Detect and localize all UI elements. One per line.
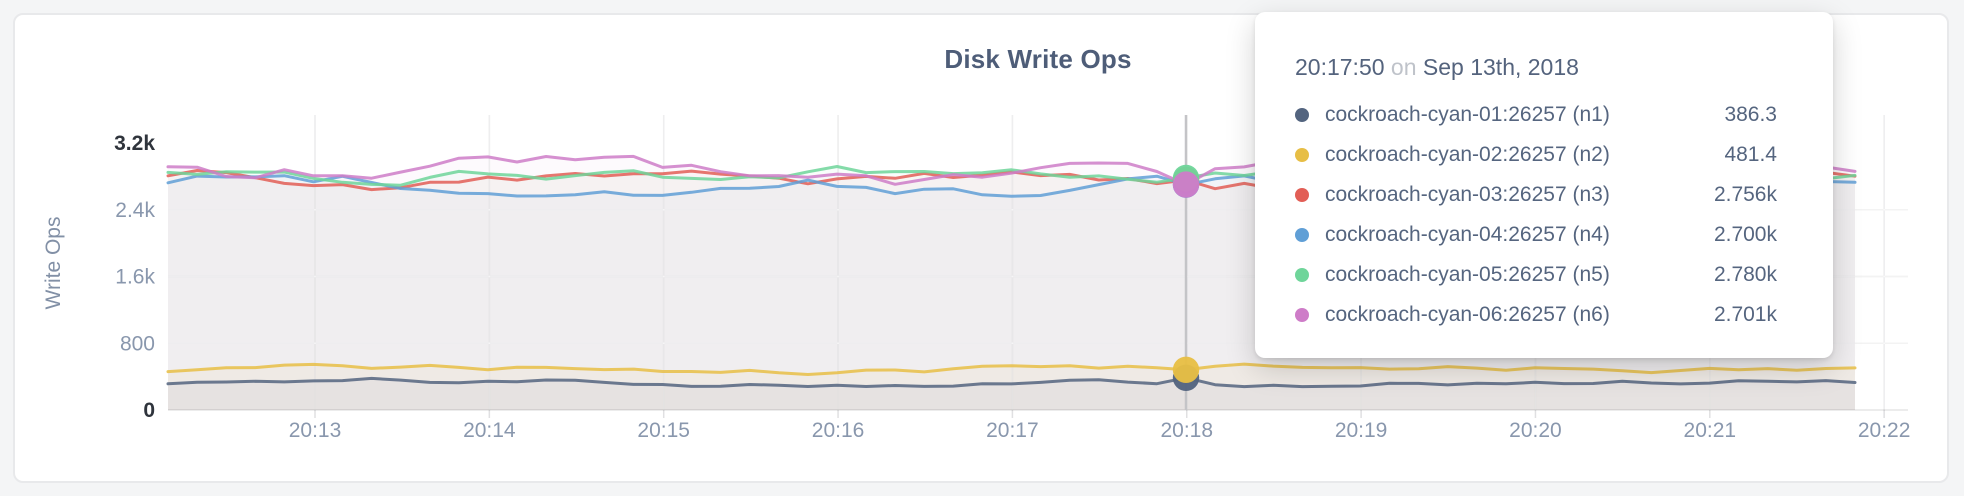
series-color-dot: [1295, 228, 1309, 242]
series-name: cockroach-cyan-02:26257 (n2): [1325, 143, 1610, 166]
tooltip-title: 20:17:50 on Sep 13th, 2018: [1295, 54, 1777, 81]
series-name: cockroach-cyan-04:26257 (n4): [1325, 223, 1610, 246]
series-value: 2.701k: [1713, 303, 1777, 326]
series-color-dot: [1295, 268, 1309, 282]
series-value: 386.3: [1724, 103, 1777, 126]
series-value: 2.780k: [1713, 263, 1777, 286]
series-name: cockroach-cyan-03:26257 (n3): [1325, 183, 1610, 206]
series-name: cockroach-cyan-01:26257 (n1): [1325, 103, 1610, 126]
tooltip-time: 20:17:50: [1295, 54, 1385, 80]
tooltip-row: cockroach-cyan-06:26257 (n6) 2.701k: [1295, 295, 1777, 335]
tooltip-row: cockroach-cyan-05:26257 (n5) 2.780k: [1295, 255, 1777, 295]
series-color-dot: [1295, 188, 1309, 202]
tooltip-row: cockroach-cyan-01:26257 (n1) 386.3: [1295, 95, 1777, 135]
tooltip-date: Sep 13th, 2018: [1422, 54, 1579, 80]
tooltip-row: cockroach-cyan-03:26257 (n3) 2.756k: [1295, 175, 1777, 215]
series-name: cockroach-cyan-06:26257 (n6): [1325, 303, 1610, 326]
y-axis-label: Write Ops: [42, 216, 65, 310]
tooltip-row: cockroach-cyan-04:26257 (n4) 2.700k: [1295, 215, 1777, 255]
series-value: 2.700k: [1713, 223, 1777, 246]
tooltip-row: cockroach-cyan-02:26257 (n2) 481.4: [1295, 135, 1777, 175]
series-color-dot: [1295, 108, 1309, 122]
tooltip-conjunction: on: [1390, 54, 1417, 80]
series-name: cockroach-cyan-05:26257 (n5): [1325, 263, 1610, 286]
chart-title: Disk Write Ops: [944, 44, 1132, 74]
tooltip: 20:17:50 on Sep 13th, 2018 cockroach-cya…: [1255, 12, 1833, 358]
series-value: 2.756k: [1713, 183, 1777, 206]
series-color-dot: [1295, 148, 1309, 162]
series-value: 481.4: [1724, 143, 1777, 166]
series-color-dot: [1295, 308, 1309, 322]
